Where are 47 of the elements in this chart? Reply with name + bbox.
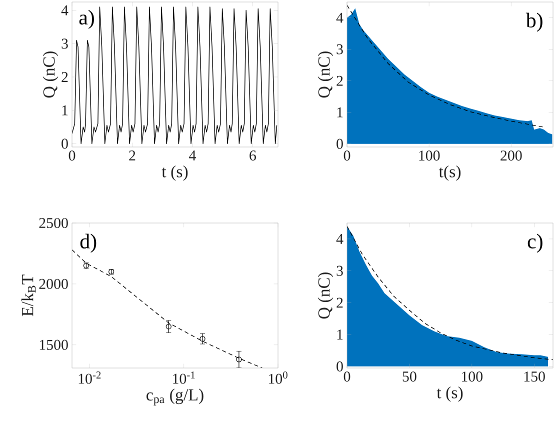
y-tick-label: 4 xyxy=(61,5,68,16)
x-tick-label: 200 xyxy=(500,150,522,161)
annotation: c) xyxy=(528,234,542,253)
y-tick-label: 2000 xyxy=(39,278,68,289)
x-axis-title: c$_{pa}$ (g/L) xyxy=(146,388,204,406)
x-tick-label: 0 xyxy=(68,150,76,161)
y-tick-label: 2500 xyxy=(39,218,68,228)
x-tick-label: 2 xyxy=(129,150,136,160)
y-tick-label: 4 xyxy=(336,12,344,23)
y-tick-label: 0 xyxy=(336,361,343,372)
y-tick-label: 3 xyxy=(336,44,343,54)
x-tick-label: 4 xyxy=(189,150,196,160)
x-axis-title: t (s) xyxy=(436,386,463,402)
x-axis-title: t(s) xyxy=(438,165,461,181)
x-tick-label: 100 xyxy=(462,372,482,382)
y-tick-label: 4 xyxy=(336,234,344,244)
y-tick-label: 1 xyxy=(337,107,343,118)
y-tick-label: 3 xyxy=(336,266,343,276)
y-tick-label: 2 xyxy=(336,76,343,86)
line-series xyxy=(72,6,278,144)
x-tick-label: 6 xyxy=(250,150,256,161)
y-axis-title: E/k$_{B}$T xyxy=(21,274,36,316)
y-tick-label: 2 xyxy=(62,72,68,82)
x-tick-label: 150 xyxy=(524,372,545,382)
annotation: b) xyxy=(526,12,542,32)
y-tick-label: 2 xyxy=(336,298,343,308)
point xyxy=(200,336,206,342)
y-axis-title: Q (nC) xyxy=(318,52,334,98)
x-tick-label: 0 xyxy=(344,372,350,382)
x-axis-title: t (s) xyxy=(162,165,188,181)
x-tick-label: 10$^{-2}$ xyxy=(78,372,101,384)
x-tick-label: 10$^{-1}$ xyxy=(173,372,195,384)
x-tick-label: 10$^{0}$ xyxy=(268,372,288,384)
y-tick-label: 0 xyxy=(62,138,68,149)
y-axis-title: Q (nC) xyxy=(318,272,334,319)
x-tick-label: 0 xyxy=(344,150,350,161)
y-tick-label: 0 xyxy=(336,138,343,149)
y-tick-label: 1 xyxy=(62,105,68,116)
x-tick-label: 100 xyxy=(419,150,440,161)
annotation: a) xyxy=(79,10,94,29)
annotation: d) xyxy=(80,234,96,253)
x-tick-label: 50 xyxy=(402,372,416,382)
y-tick-label: 1500 xyxy=(40,340,68,350)
y-axis-title: Q (nC) xyxy=(42,52,58,98)
line-series xyxy=(347,4,544,128)
y-tick-label: 1 xyxy=(337,330,343,340)
y-tick-label: 3 xyxy=(62,38,68,49)
